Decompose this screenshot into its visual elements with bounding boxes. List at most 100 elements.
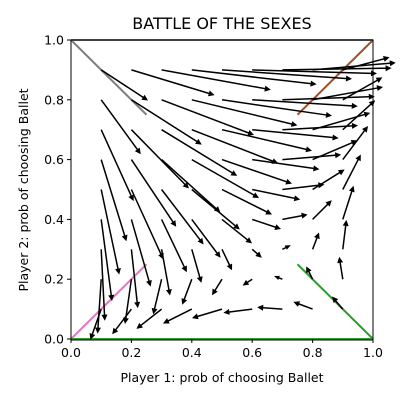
- vector-arrow: [282, 245, 291, 250]
- vector-arrow: [130, 189, 164, 260]
- vector-arrow: [282, 65, 392, 72]
- vector-arrow: [252, 158, 320, 172]
- vector-arrow: [130, 159, 177, 227]
- vector-arrow: [282, 182, 325, 191]
- vector-arrow: [191, 249, 203, 283]
- vector-arrow: [282, 122, 359, 131]
- chart-title: BATTLE OF THE SEXES: [132, 14, 311, 33]
- vector-arrow: [251, 248, 262, 258]
- vector-arrow: [191, 69, 317, 87]
- vector-arrow: [160, 249, 172, 296]
- x-tick-label: 0.6: [242, 345, 262, 360]
- vector-arrow: [100, 219, 115, 301]
- x-axis-label: Player 1: prob of choosing Ballet: [120, 370, 323, 385]
- vector-arrow: [95, 279, 102, 334]
- vector-arrow: [161, 159, 221, 213]
- x-tick-label: 0.2: [121, 345, 141, 360]
- vector-arrow: [252, 188, 301, 202]
- vector-arrow: [273, 275, 283, 281]
- vector-arrow: [100, 69, 148, 101]
- vector-arrow: [181, 278, 193, 305]
- x-tick-label: 0.4: [182, 345, 202, 360]
- vector-arrow: [221, 158, 292, 185]
- y-tick-label: 0.4: [44, 212, 64, 227]
- vector-arrow: [221, 248, 233, 271]
- vector-arrow: [312, 200, 332, 220]
- y-tick-label: 0.0: [44, 332, 64, 347]
- vector-arrow: [221, 218, 252, 244]
- vector-arrow: [342, 100, 376, 131]
- y-tick-label: 1.0: [44, 33, 64, 48]
- vector-arrow: [100, 99, 141, 155]
- vector-arrow: [161, 99, 255, 136]
- vector-arrow: [311, 232, 320, 250]
- vector-arrow: [282, 152, 342, 161]
- y-tick-label: 0.8: [44, 92, 64, 107]
- vector-arrow: [257, 304, 283, 311]
- x-tick-label: 0.8: [303, 345, 323, 360]
- vector-arrow: [312, 169, 345, 191]
- vector-arrow: [191, 188, 240, 230]
- vector-arrow: [282, 212, 308, 221]
- vector-arrow: [151, 279, 163, 315]
- reference-line-5: [296, 263, 374, 340]
- vector-arrow: [252, 99, 358, 109]
- vector-arrow: [191, 158, 260, 199]
- x-axis-ticks: 0.0 0.2 0.4 0.6 0.8 1.0: [61, 339, 383, 360]
- vector-arrow: [342, 77, 383, 101]
- vector-arrow: [223, 308, 253, 315]
- vector-arrow: [306, 266, 314, 280]
- vector-arrow: [221, 69, 352, 82]
- vector-arrow: [282, 93, 375, 101]
- vector-field: [89, 55, 396, 340]
- vector-arrow: [100, 189, 121, 275]
- vector-arrow: [122, 279, 133, 324]
- vector-arrow: [342, 185, 355, 220]
- vector-arrow: [191, 99, 298, 127]
- vector-arrow: [100, 159, 128, 242]
- vector-arrow: [89, 308, 102, 340]
- vector-arrow: [162, 308, 193, 324]
- vector-arrow: [112, 308, 132, 335]
- vector-arrow: [130, 99, 202, 145]
- vector-arrow: [331, 296, 344, 310]
- vector-arrow: [312, 60, 396, 71]
- vector-arrow: [211, 278, 223, 296]
- vector-arrow: [342, 219, 349, 250]
- vector-arrow: [312, 140, 358, 161]
- vector-arrow: [100, 249, 108, 321]
- vector-arrow: [160, 219, 187, 273]
- vector-arrow: [242, 278, 253, 286]
- vector-arrow: [131, 69, 215, 97]
- vector-arrow: [251, 218, 282, 230]
- vector-arrow: [130, 219, 152, 287]
- vector-arrow: [161, 69, 271, 92]
- vector-arrow: [342, 154, 361, 190]
- vector-arrow: [342, 126, 368, 161]
- vector-arrow: [100, 129, 134, 202]
- vector-arrow: [191, 129, 279, 164]
- y-axis-label: Player 2: prob of choosing Ballet: [16, 88, 31, 291]
- vector-arrow: [191, 218, 221, 258]
- vector-arrow: [312, 111, 371, 131]
- vector-arrow: [312, 85, 384, 101]
- x-tick-label: 0.0: [61, 345, 81, 360]
- vector-arrow: [161, 129, 238, 176]
- plot-frame: [70, 39, 374, 341]
- y-tick-label: 0.2: [44, 272, 64, 287]
- vector-arrow: [252, 128, 339, 141]
- vector-arrow: [221, 128, 312, 153]
- vector-arrow: [192, 308, 223, 320]
- vector-arrow: [221, 99, 333, 118]
- y-axis-ticks: 0.0 0.2 0.4 0.6 0.8 1.0: [44, 33, 71, 347]
- vector-arrow: [130, 129, 189, 189]
- vector-arrow: [221, 188, 273, 215]
- vector-arrow: [136, 308, 163, 329]
- vector-arrow: [342, 55, 390, 71]
- y-tick-label: 0.6: [44, 152, 64, 167]
- x-tick-label: 1.0: [363, 345, 383, 360]
- vector-arrow: [252, 69, 378, 77]
- vector-arrow: [293, 301, 313, 310]
- vector-arrow: [337, 256, 344, 280]
